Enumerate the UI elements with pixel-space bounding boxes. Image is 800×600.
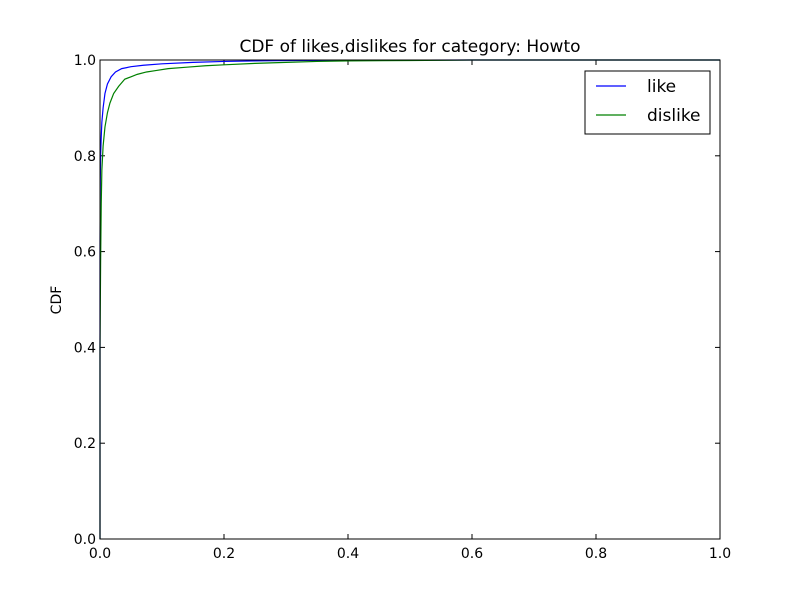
- x-tick-label: 0.6: [461, 546, 483, 562]
- y-tick-label: 0.6: [74, 245, 96, 261]
- y-tick-label: 0.4: [74, 340, 96, 356]
- series-line-like: [99, 59, 720, 539]
- plot-area: [99, 59, 720, 539]
- x-tick-label: 0.0: [89, 546, 111, 562]
- series-line-dislike: [99, 59, 720, 539]
- x-tick-label: 0.4: [337, 546, 359, 562]
- legend-box: [584, 70, 711, 135]
- legend-label-like: like: [647, 77, 676, 97]
- x-axis: 0.0 0.2 0.4 0.6 0.8 1.0: [89, 60, 731, 562]
- legend-label-dislike: dislike: [647, 106, 701, 126]
- y-tick-label: 0.0: [74, 532, 96, 548]
- y-tick-label: 0.8: [74, 149, 96, 165]
- y-tick-label: 0.2: [74, 436, 96, 452]
- y-axis-label: CDF: [49, 286, 65, 315]
- x-tick-label: 0.8: [585, 546, 607, 562]
- chart-title: CDF of likes,dislikes for category: Howt…: [239, 37, 580, 57]
- legend: like dislike: [584, 70, 711, 135]
- plot-frame: [99, 59, 721, 540]
- x-tick-label: 0.2: [213, 546, 235, 562]
- x-tick-label: 1.0: [709, 546, 731, 562]
- y-tick-label: 1.0: [74, 53, 96, 69]
